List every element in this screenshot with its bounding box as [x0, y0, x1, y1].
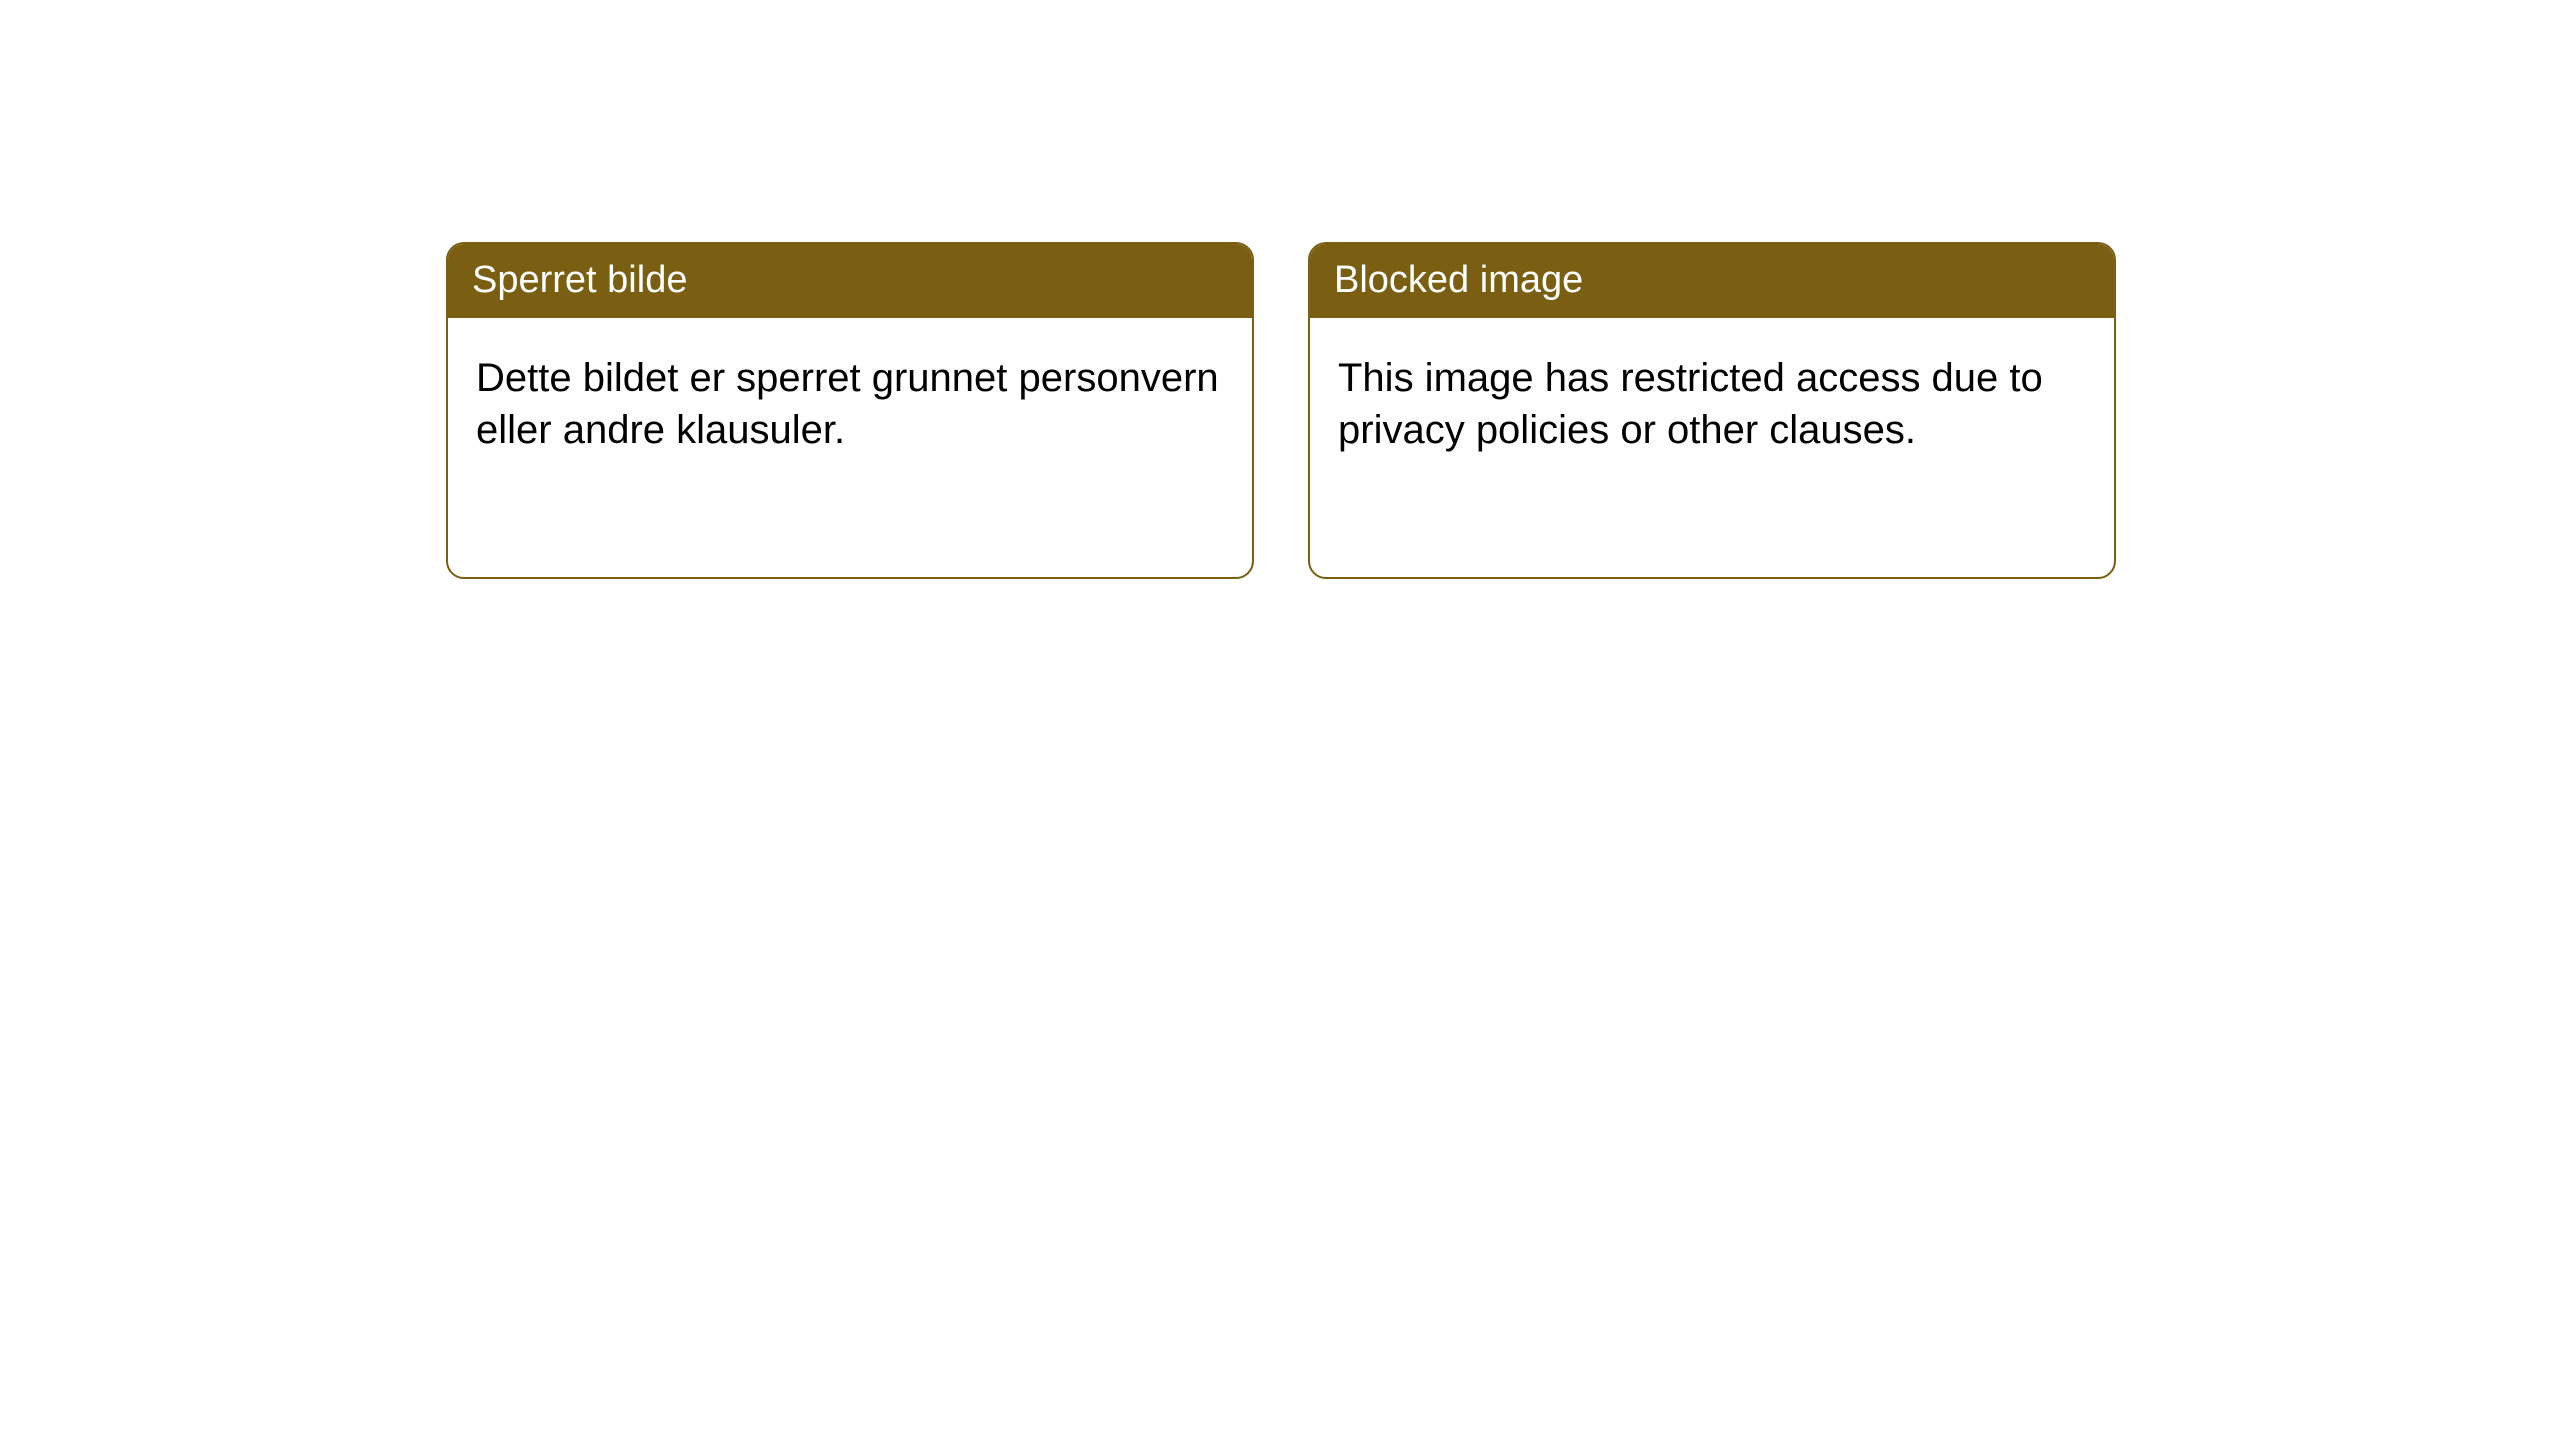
notice-body-norwegian: Dette bildet er sperret grunnet personve…	[448, 318, 1252, 577]
notice-container: Sperret bilde Dette bildet er sperret gr…	[446, 242, 2116, 579]
notice-header-english: Blocked image	[1310, 244, 2114, 318]
notice-box-norwegian: Sperret bilde Dette bildet er sperret gr…	[446, 242, 1254, 579]
notice-box-english: Blocked image This image has restricted …	[1308, 242, 2116, 579]
notice-body-english: This image has restricted access due to …	[1310, 318, 2114, 577]
notice-header-norwegian: Sperret bilde	[448, 244, 1252, 318]
